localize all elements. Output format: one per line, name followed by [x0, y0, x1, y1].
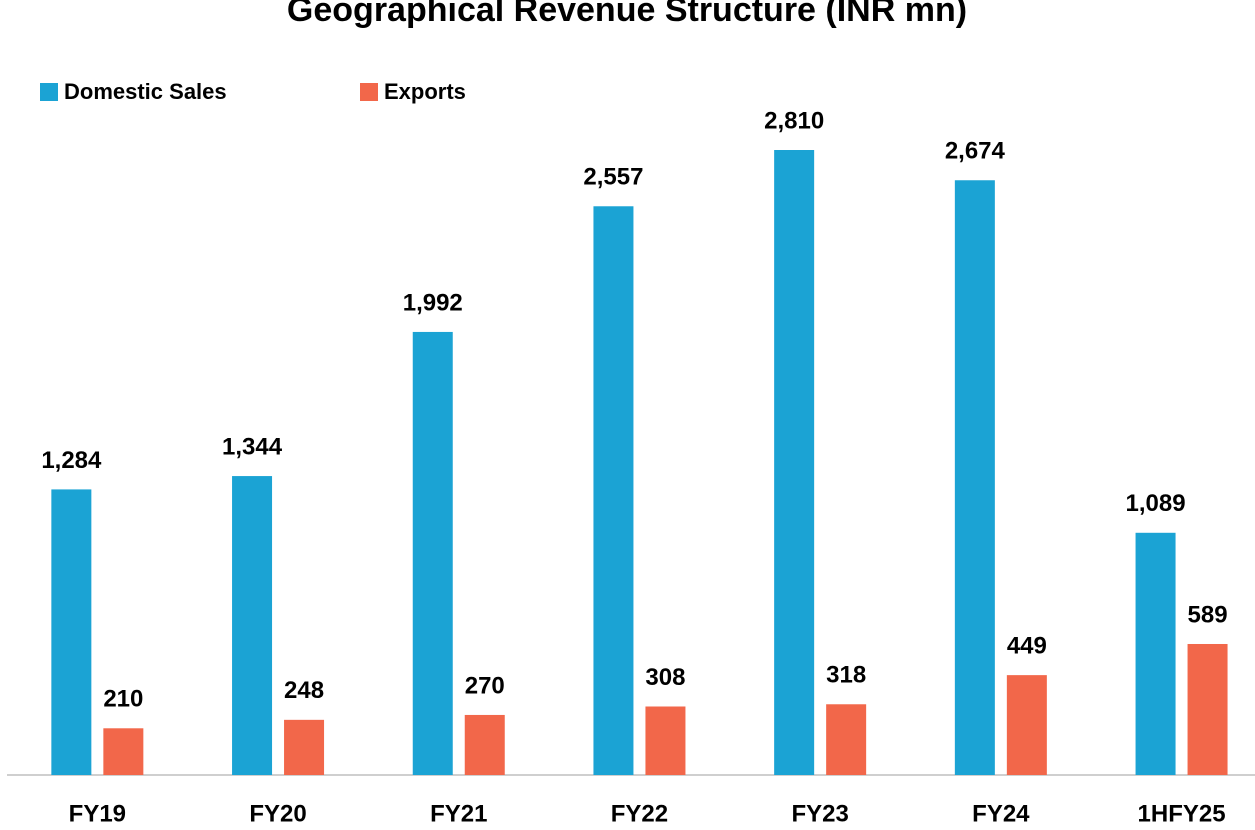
legend-swatch — [40, 83, 58, 101]
legend-swatch — [360, 83, 378, 101]
bar — [1187, 643, 1228, 775]
data-label: 1,284 — [41, 447, 102, 474]
data-label: 308 — [645, 664, 685, 691]
data-label: 2,557 — [583, 164, 643, 191]
x-tick-label: FY20 — [249, 800, 306, 827]
bar — [1006, 675, 1047, 775]
chart-title: Geographical Revenue Structure (INR mn) — [287, 0, 967, 29]
legend-label: Domestic Sales — [64, 79, 227, 104]
bar — [826, 704, 867, 775]
bar — [412, 331, 453, 775]
data-label: 210 — [103, 686, 143, 713]
bar — [1135, 532, 1176, 775]
x-tick-label: FY21 — [430, 800, 487, 827]
x-tick-label: FY19 — [69, 800, 126, 827]
data-label: 248 — [284, 677, 324, 704]
bar — [464, 714, 505, 775]
bar — [645, 706, 686, 775]
bar — [103, 728, 144, 775]
bar — [774, 150, 815, 775]
data-label: 1,992 — [403, 289, 463, 316]
bar — [593, 206, 634, 776]
bar — [284, 719, 325, 775]
data-label: 1,089 — [1126, 490, 1186, 517]
x-tick-label: FY23 — [791, 800, 848, 827]
data-label: 449 — [1007, 632, 1047, 659]
data-label: 2,674 — [945, 138, 1006, 165]
bar — [232, 476, 273, 775]
data-label: 2,810 — [764, 107, 824, 134]
data-label: 589 — [1188, 601, 1228, 628]
bar — [954, 180, 995, 775]
data-label: 318 — [826, 662, 866, 689]
legend-label: Exports — [384, 79, 466, 104]
x-tick-label: 1HFY25 — [1138, 800, 1226, 827]
data-label: 270 — [465, 672, 505, 699]
x-tick-label: FY24 — [972, 800, 1030, 827]
bar — [51, 489, 92, 775]
data-label: 1,344 — [222, 433, 283, 460]
x-tick-label: FY22 — [611, 800, 668, 827]
